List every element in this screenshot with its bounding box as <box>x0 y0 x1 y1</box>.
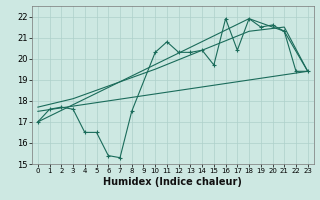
X-axis label: Humidex (Indice chaleur): Humidex (Indice chaleur) <box>103 177 242 187</box>
